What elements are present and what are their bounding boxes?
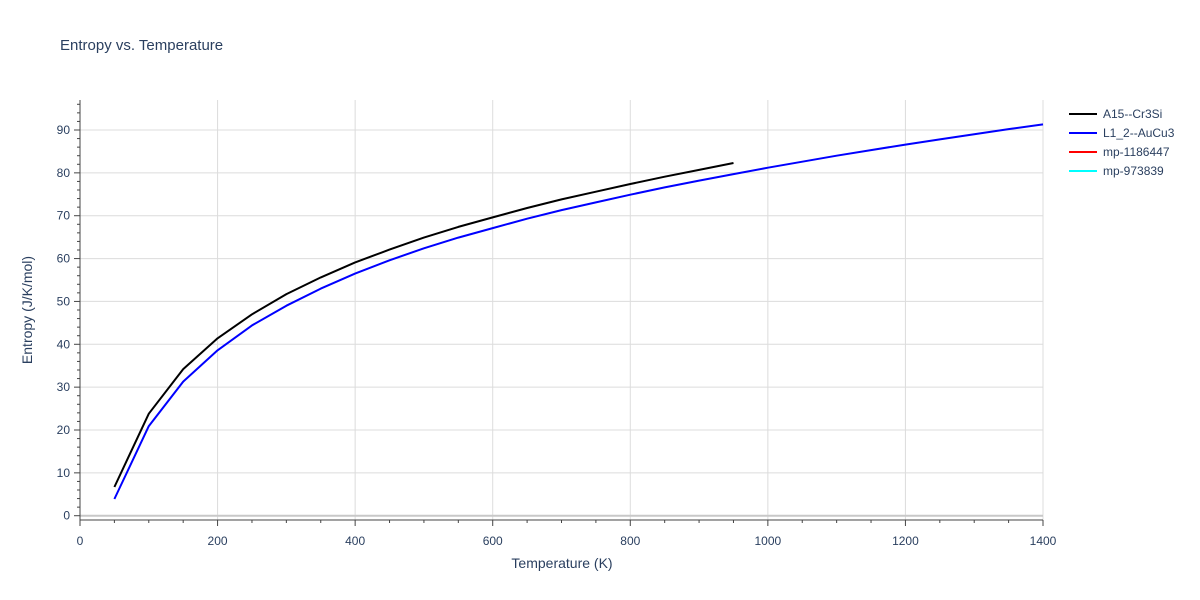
x-tick-label: 200 [208, 534, 228, 548]
x-tick-label: 0 [77, 534, 84, 548]
x-tick-label: 1000 [755, 534, 782, 548]
y-tick-label: 70 [57, 209, 71, 223]
series-line-a15-cr3si [113, 162, 734, 488]
y-tick-label: 90 [57, 123, 71, 137]
legend-label: mp-973839 [1103, 164, 1164, 178]
legend-label: L1_2--AuCu3 [1103, 126, 1175, 140]
y-tick-label: 30 [57, 380, 71, 394]
legend-item[interactable]: mp-1186447 [1069, 145, 1170, 159]
y-tick-labels: 0 10 20 30 40 50 60 70 80 90 [57, 123, 71, 523]
x-axis-title: Temperature (K) [511, 555, 612, 571]
grid-lines [80, 100, 1044, 520]
axes [74, 100, 1044, 526]
y-tick-label: 0 [63, 509, 70, 523]
x-tick-label: 1200 [892, 534, 919, 548]
x-tick-label: 800 [620, 534, 640, 548]
legend[interactable]: A15--Cr3Si L1_2--AuCu3 mp-1186447 mp-973839 [1069, 107, 1175, 178]
y-tick-label: 60 [57, 252, 71, 266]
x-tick-label: 400 [345, 534, 365, 548]
x-tick-labels: 0 200 400 600 800 1000 1200 1400 [77, 534, 1057, 548]
chart-title: Entropy vs. Temperature [60, 37, 223, 54]
legend-item[interactable]: mp-973839 [1069, 164, 1164, 178]
y-axis-title: Entropy (J/K/mol) [19, 256, 35, 364]
series-line-l1-2-aucu3 [113, 123, 1044, 500]
y-tick-label: 80 [57, 166, 71, 180]
legend-item[interactable]: A15--Cr3Si [1069, 107, 1162, 121]
y-tick-label: 40 [57, 337, 71, 351]
y-tick-label: 10 [57, 466, 71, 480]
legend-label: A15--Cr3Si [1103, 107, 1162, 121]
x-tick-label: 1400 [1030, 534, 1057, 548]
plot-area [113, 123, 1044, 500]
y-tick-label: 20 [57, 423, 71, 437]
y-tick-label: 50 [57, 294, 71, 308]
x-tick-label: 600 [483, 534, 503, 548]
legend-item[interactable]: L1_2--AuCu3 [1069, 126, 1175, 140]
legend-label: mp-1186447 [1103, 145, 1170, 159]
